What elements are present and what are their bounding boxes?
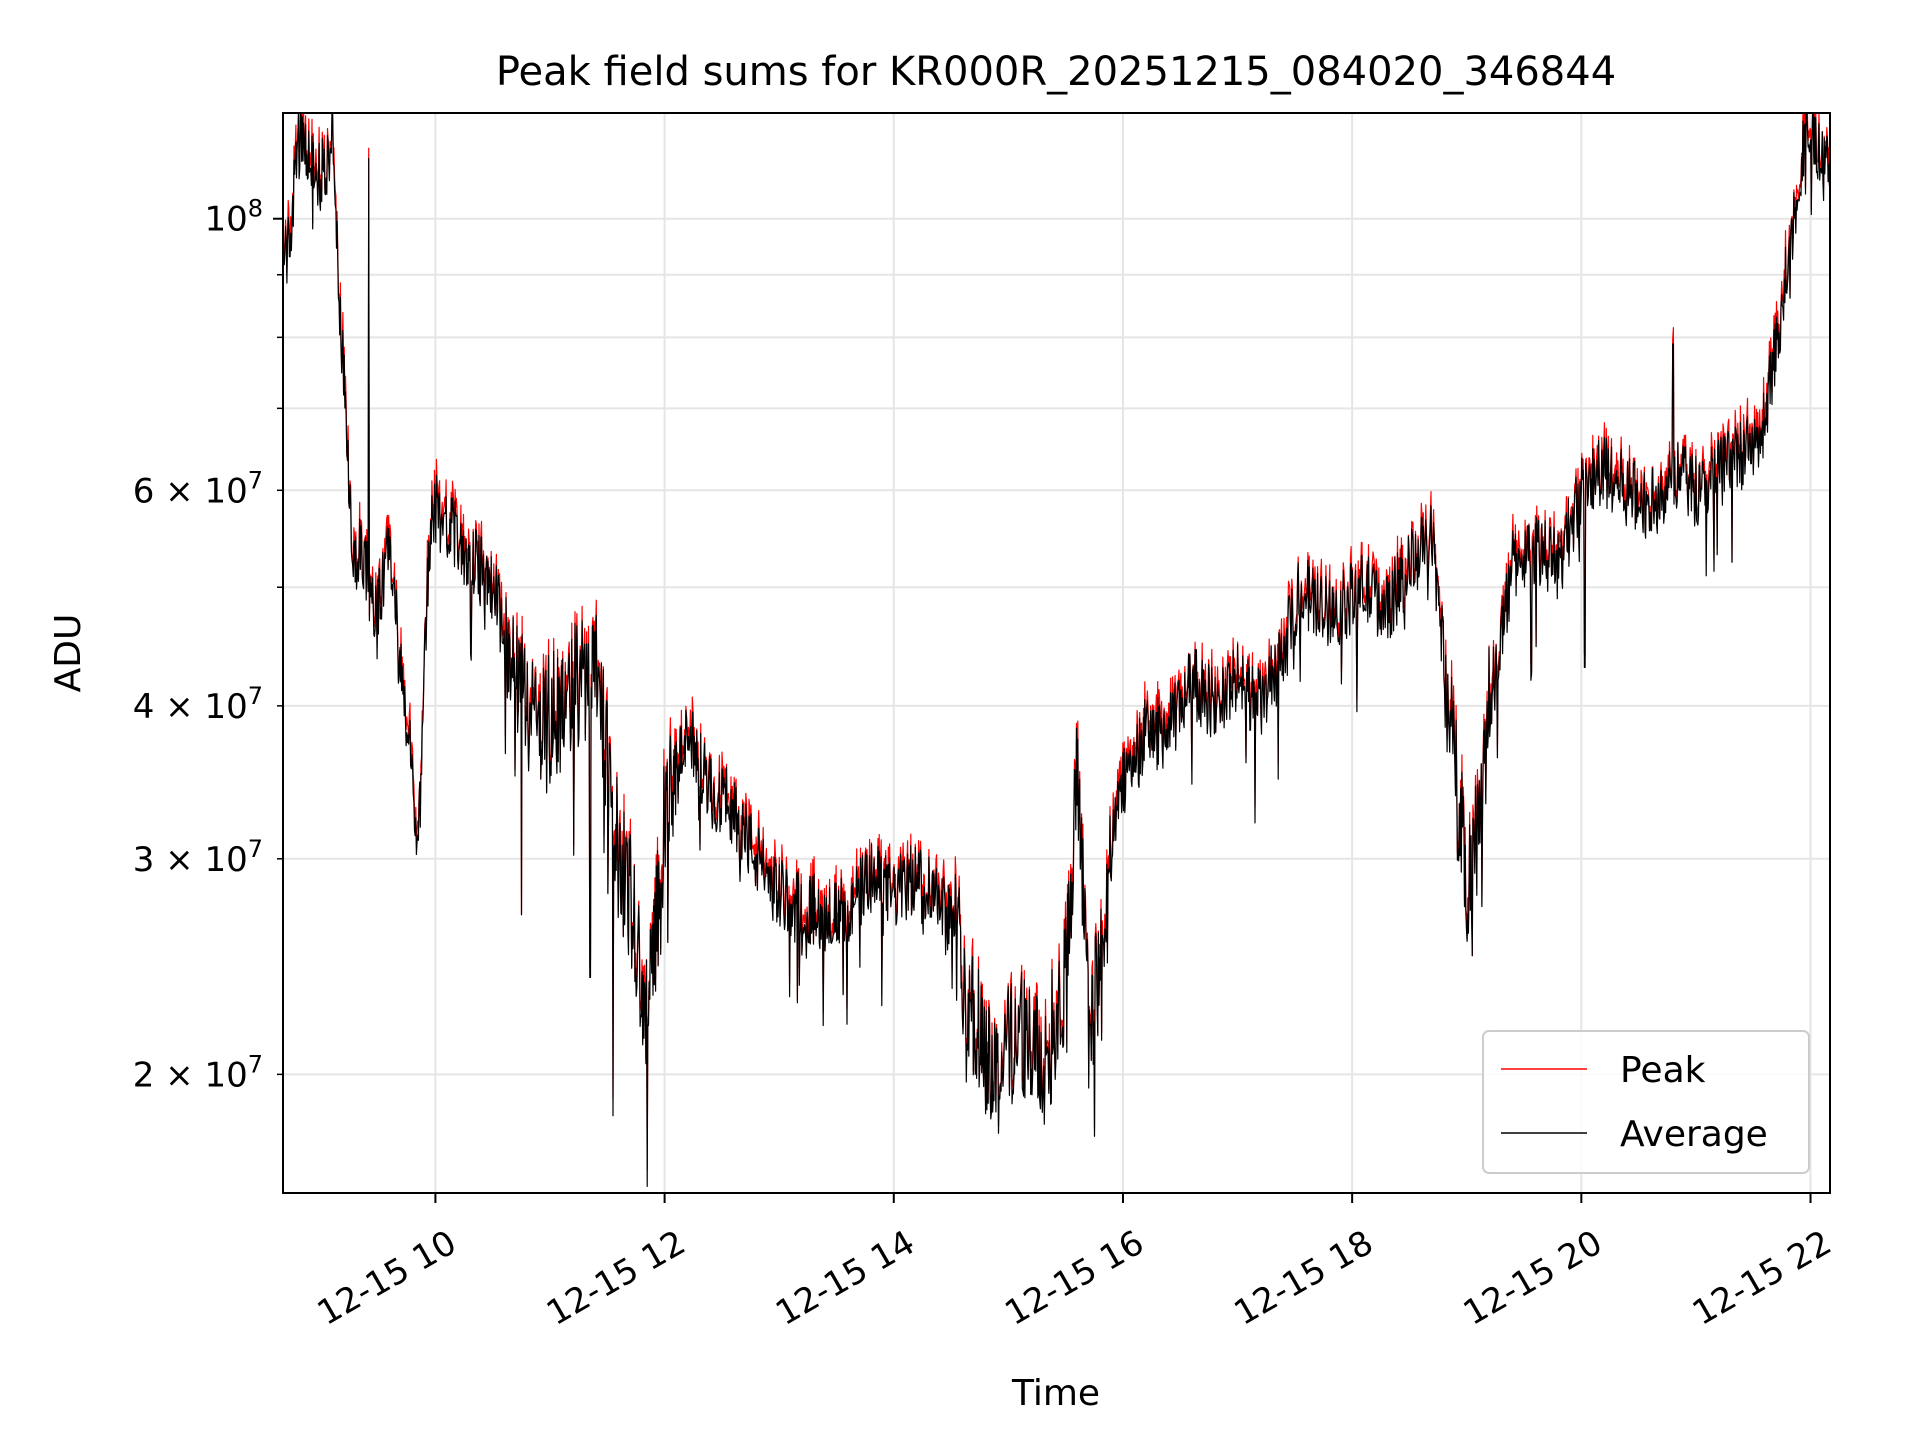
y-tick-label: 108 (204, 195, 263, 240)
y-tick-label: 3 × 107 (133, 835, 263, 880)
plot-frame (282, 112, 1831, 1194)
legend-label-peak: Peak (1620, 1050, 1706, 1091)
series-line-average (282, 112, 1831, 1188)
grid-lines (283, 113, 1830, 1193)
legend-box (1482, 1030, 1810, 1174)
y-tick-label: 2 × 107 (133, 1050, 263, 1095)
y-tick-label: 4 × 107 (133, 682, 263, 727)
x-axis-label: Time (1011, 1373, 1100, 1414)
legend-label-average: Average (1620, 1114, 1768, 1155)
series-lines (282, 112, 1831, 1188)
chart-title: Peak field sums for KR000R_20251215_0840… (496, 49, 1616, 95)
y-tick-label: 6 × 107 (133, 466, 263, 511)
y-axis-label: ADU (48, 614, 89, 693)
legend: Peak Average (1482, 1030, 1810, 1174)
